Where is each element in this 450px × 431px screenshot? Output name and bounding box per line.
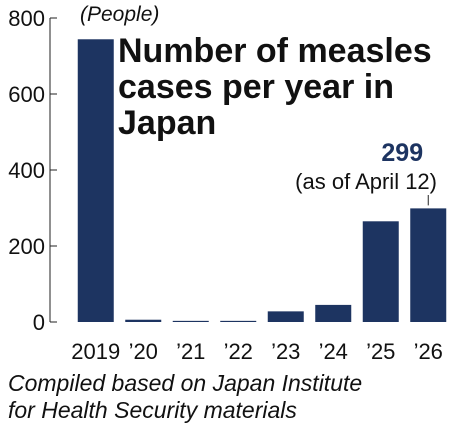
source-line-2: for Health Security materials: [8, 397, 297, 423]
source-note: Compiled based on Japan Institute for He…: [8, 370, 448, 424]
source-line-1: Compiled based on Japan Institute: [8, 370, 363, 396]
y-tick-label: 800: [8, 6, 45, 31]
x-category-label: ’21: [176, 339, 205, 364]
bar: [315, 304, 352, 322]
annotation-note: (as of April 12): [295, 169, 437, 194]
bar: [125, 319, 162, 322]
y-tick-label: 600: [8, 82, 45, 107]
x-category-label: ’24: [319, 339, 348, 364]
x-category-label: ’20: [129, 339, 158, 364]
chart-title-line: cases per year in: [118, 68, 394, 106]
annotation-group: 299(as of April 12): [295, 139, 437, 206]
bar: [172, 320, 209, 322]
x-category-label: ’26: [414, 339, 443, 364]
y-tick-label: 400: [8, 158, 45, 183]
x-category-label: ’25: [366, 339, 395, 364]
chart-title: Number of measles cases per year in Japan: [118, 32, 432, 142]
y-tick-label: 0: [33, 310, 45, 335]
annotation-value: 299: [381, 139, 423, 167]
bar: [362, 221, 399, 322]
bar: [77, 39, 114, 322]
x-category-label: 2019: [71, 339, 120, 364]
y-axis-unit-label: (People): [80, 3, 159, 26]
bar: [220, 320, 257, 322]
bar: [410, 208, 447, 322]
x-category-label: ’23: [271, 339, 300, 364]
y-tick-label: 200: [8, 234, 45, 259]
x-category-label: ’22: [224, 339, 253, 364]
bar: [267, 311, 304, 322]
chart-title-line: Number of measles: [118, 32, 432, 70]
chart-title-line: Japan: [118, 104, 216, 142]
